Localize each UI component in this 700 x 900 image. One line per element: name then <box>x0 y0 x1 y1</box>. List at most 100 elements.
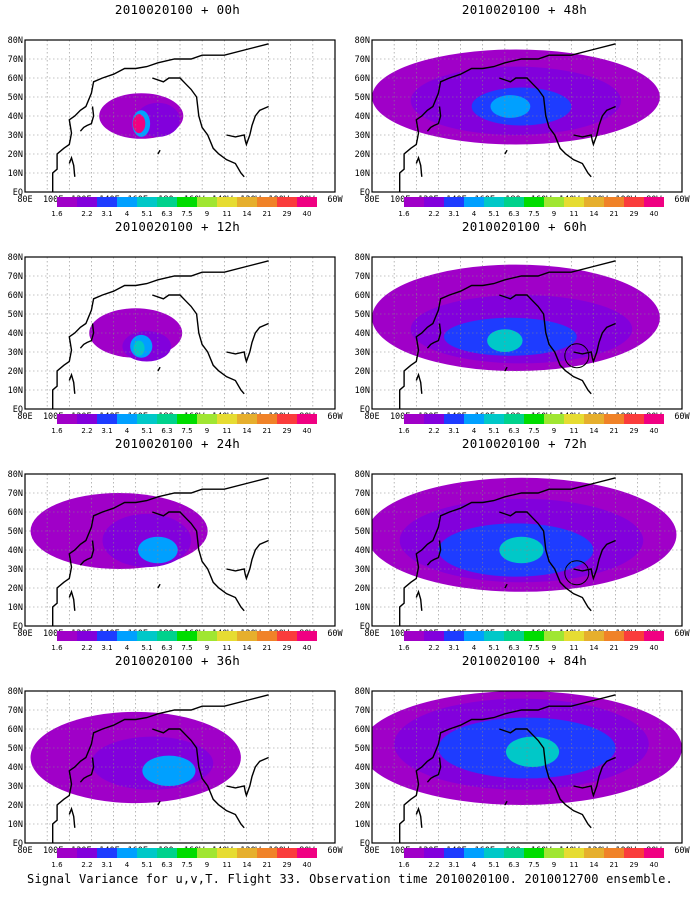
colorbar-swatch <box>257 414 277 424</box>
coastline <box>573 322 616 364</box>
colorbar-label: 11 <box>223 210 232 218</box>
longitude-label: 60W <box>674 412 690 422</box>
panel-title: 2010020100 + 00h <box>114 2 241 17</box>
coastline <box>68 372 76 394</box>
colorbar-label: 40 <box>303 644 312 652</box>
colorbar-label: 6.3 <box>161 210 172 218</box>
coastline <box>573 105 616 147</box>
latitude-label: 10N <box>8 169 23 179</box>
longitude-label: 80E <box>17 412 32 422</box>
coastline <box>152 728 245 829</box>
coastline <box>399 260 616 409</box>
colorbar-swatch <box>584 197 604 207</box>
peak-variance-contour <box>132 114 146 133</box>
latitude-label: 30N <box>8 565 23 575</box>
colorbar-label: 5.1 <box>488 210 499 218</box>
latitude-label: 10N <box>8 603 23 613</box>
coastline <box>426 540 442 566</box>
colorbar-swatch <box>624 631 644 641</box>
colorbar-swatch <box>137 631 157 641</box>
latitude-label: 20N <box>8 584 23 594</box>
colorbar-label: 1.6 <box>51 644 63 652</box>
variance-contour-region <box>142 755 196 786</box>
colorbar-swatch <box>464 848 484 858</box>
latitude-label: 70N <box>8 272 23 282</box>
colorbar-label: 14 <box>590 861 599 869</box>
panel-title: 2010020100 + 84h <box>461 653 588 668</box>
colorbar-swatch <box>544 414 564 424</box>
colorbar-swatch <box>177 631 197 641</box>
latitude-label: EQ <box>360 839 370 849</box>
coastline <box>52 694 269 843</box>
colorbar-swatch <box>604 197 624 207</box>
colorbar-label: 5.1 <box>141 644 152 652</box>
colorbar-swatch <box>624 197 644 207</box>
colorbar-label: 11 <box>223 861 232 869</box>
colorbar-label: 3.1 <box>448 861 459 869</box>
colorbar-swatch <box>404 414 424 424</box>
latitude-label: 50N <box>355 744 370 754</box>
colorbar-label: 4 <box>125 427 130 435</box>
forecast-panel: EQ10N20N30N40N50N60N70N80N80E100E120E140… <box>352 651 697 873</box>
latitude-label: 10N <box>8 386 23 396</box>
latitude-label: 30N <box>355 348 370 358</box>
colorbar-label: 21 <box>610 427 619 435</box>
colorbar-swatch <box>484 197 504 207</box>
latitude-label: 80N <box>355 470 370 480</box>
latitude-label: 30N <box>355 782 370 792</box>
coastline <box>226 105 269 147</box>
colorbar-label: 9 <box>205 861 209 869</box>
colorbar-label: 1.6 <box>398 210 410 218</box>
colorbar-swatch <box>157 414 177 424</box>
coastline <box>399 694 616 843</box>
colorbar-label: 21 <box>263 644 272 652</box>
colorbar-swatch <box>524 848 544 858</box>
latitude-label: 60N <box>355 725 370 735</box>
colorbar: 1.6 2.2 3.1 4 5.1 6.3 7.5 9 11 14 21 29 40 <box>51 848 317 869</box>
latitude-label: 20N <box>8 367 23 377</box>
variance-map: EQ10N20N30N40N50N60N70N80N80E100E120E140… <box>355 470 691 652</box>
colorbar-swatch <box>564 631 584 641</box>
colorbar-swatch <box>117 414 137 424</box>
forecast-panel: EQ10N20N30N40N50N60N70N80N80E100E120E140… <box>5 217 350 439</box>
latitude-label: 60N <box>8 74 23 84</box>
colorbar-swatch <box>157 197 177 207</box>
colorbar-label: 1.6 <box>51 427 63 435</box>
colorbar-swatch <box>644 631 664 641</box>
coastline <box>504 800 508 806</box>
coastline <box>79 757 95 783</box>
colorbar-label: 6.3 <box>508 210 519 218</box>
colorbar-swatch <box>524 414 544 424</box>
colorbar-label: 11 <box>570 644 579 652</box>
colorbar-swatch <box>444 414 464 424</box>
variance-contour-region <box>487 329 523 352</box>
colorbar-label: 7.5 <box>181 427 192 435</box>
colorbar-label: 1.6 <box>398 644 410 652</box>
colorbar-swatch <box>444 631 464 641</box>
coastline <box>415 155 423 177</box>
colorbar-label: 29 <box>630 644 639 652</box>
colorbar-swatch <box>424 197 444 207</box>
latitude-label: 70N <box>355 272 370 282</box>
latitude-label: 80N <box>8 253 23 263</box>
colorbar-swatch <box>77 197 97 207</box>
colorbar-swatch <box>157 631 177 641</box>
latitude-label: 40N <box>355 329 370 339</box>
colorbar-label: 29 <box>283 210 292 218</box>
latitude-label: 60N <box>8 508 23 518</box>
colorbar-swatch <box>117 848 137 858</box>
colorbar-label: 4 <box>125 210 130 218</box>
latitude-label: 10N <box>355 820 370 830</box>
latitude-label: 20N <box>355 584 370 594</box>
colorbar-label: 4 <box>472 861 477 869</box>
latitude-label: 40N <box>8 112 23 122</box>
colorbar-label: 6.3 <box>508 427 519 435</box>
colorbar-label: 7.5 <box>181 210 192 218</box>
colorbar-label: 29 <box>283 861 292 869</box>
colorbar-label: 4 <box>472 210 477 218</box>
colorbar-swatch <box>504 197 524 207</box>
colorbar-label: 21 <box>610 861 619 869</box>
longitude-label: 100E <box>390 195 410 205</box>
coastline <box>415 806 423 828</box>
colorbar-label: 14 <box>243 210 252 218</box>
